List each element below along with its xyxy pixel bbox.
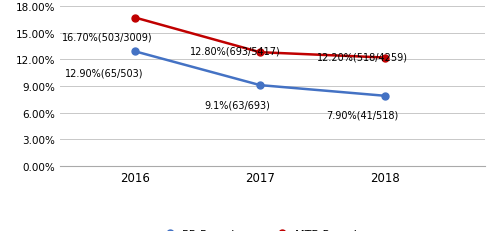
Text: 7.90%(41/518): 7.90%(41/518) [326,110,398,120]
Text: 12.80%(693/5417): 12.80%(693/5417) [190,46,280,56]
Text: 9.1%(63/693): 9.1%(63/693) [204,100,270,110]
Text: 12.90%(65/503): 12.90%(65/503) [64,68,143,78]
Legend: RR-Prevalence, MTB Prevalence: RR-Prevalence, MTB Prevalence [157,225,388,231]
Text: 12.20%(518/4259): 12.20%(518/4259) [317,52,408,63]
Text: 16.70%(503/3009): 16.70%(503/3009) [62,33,153,43]
